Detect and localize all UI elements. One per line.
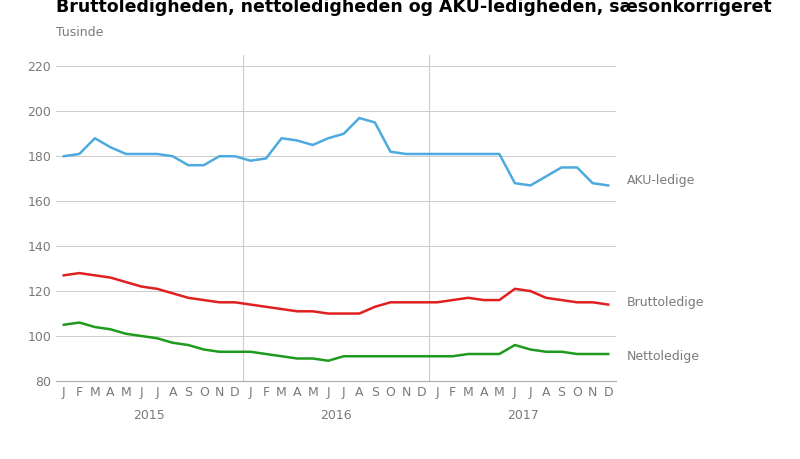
Text: Nettoledige: Nettoledige bbox=[627, 350, 700, 363]
Text: 2016: 2016 bbox=[320, 409, 352, 422]
Text: 2015: 2015 bbox=[134, 409, 166, 422]
Text: AKU-ledige: AKU-ledige bbox=[627, 174, 695, 187]
Text: Bruttoledige: Bruttoledige bbox=[627, 296, 705, 309]
Text: Bruttoledigheden, nettoledigheden og AKU-ledigheden, sæsonkorrigeret: Bruttoledigheden, nettoledigheden og AKU… bbox=[56, 0, 772, 16]
Text: 2017: 2017 bbox=[506, 409, 538, 422]
Text: Tusinde: Tusinde bbox=[56, 26, 103, 39]
